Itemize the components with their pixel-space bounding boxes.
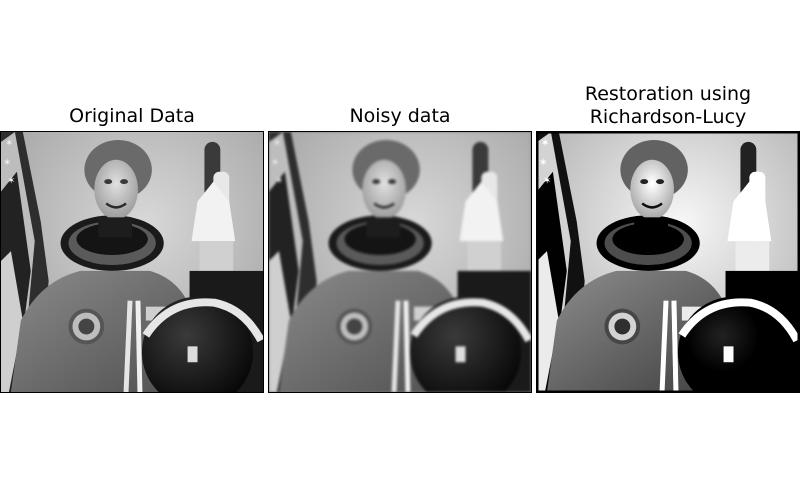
- panel-title-noisy: Noisy data: [349, 105, 451, 127]
- svg-text:✶: ✶: [5, 138, 13, 149]
- astronaut-image-restored: [537, 132, 799, 392]
- panel-title-original: Original Data: [69, 105, 195, 127]
- panel-title-restoration: Restoration using Richardson-Lucy: [584, 83, 752, 128]
- svg-text:✶: ✶: [7, 176, 15, 187]
- image-panel-original: ✶ ✶ ✶: [0, 131, 264, 393]
- image-panel-noisy: [268, 131, 532, 393]
- astronaut-image-original: ✶ ✶ ✶: [1, 132, 263, 392]
- astronaut-image-noisy: [269, 132, 531, 392]
- image-panel-restoration: [536, 131, 800, 393]
- svg-text:✶: ✶: [3, 158, 11, 169]
